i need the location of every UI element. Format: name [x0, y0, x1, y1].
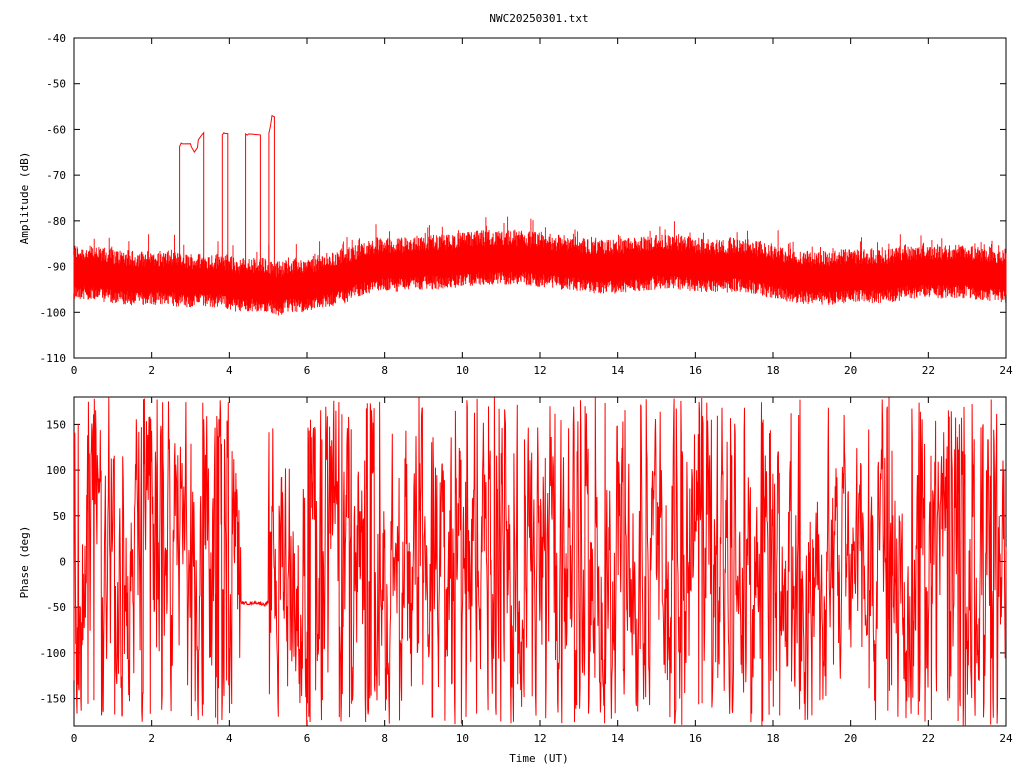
amplitude-y-tick-label: -90 — [46, 261, 66, 274]
phase-x-tick-label: 22 — [922, 732, 935, 745]
amplitude-x-tick-label: 10 — [456, 364, 469, 377]
amplitude-y-tick-label: -110 — [40, 352, 67, 365]
amplitude-panel: 0 2 4 6 8 10 12 14 16 18 20 22 24-40-50-60-70-80-90-… — [18, 32, 1013, 377]
phase-trace — [73, 397, 1007, 726]
phase-y-tick-label: -100 — [40, 647, 67, 660]
amplitude-x-tick-label: 6 — [304, 364, 311, 377]
amplitude-x-tick-label: 0 — [71, 364, 78, 377]
amplitude-noise-band — [73, 216, 1007, 316]
amplitude-plateau-2 — [221, 131, 229, 283]
amplitude-y-tick-label: -50 — [46, 78, 66, 91]
phase-x-tick-label: 6 — [304, 732, 311, 745]
phase-y-axis-label: Phase (deg) — [18, 526, 31, 599]
amplitude-x-tick-label: 14 — [611, 364, 625, 377]
amplitude-tick-labels: 0 2 4 6 8 10 12 14 16 18 20 22 24-40-50-60-70-80-90-… — [40, 32, 1013, 377]
phase-panel: 0 2 4 6 8 10 12 14 16 18 20 22 24150100500-50-100-15… — [18, 396, 1013, 765]
amplitude-y-tick-label: -40 — [46, 32, 66, 45]
phase-y-tick-label: 0 — [59, 556, 66, 569]
phase-line — [73, 397, 1007, 726]
amplitude-plateau-1 — [179, 131, 205, 281]
amplitude-x-tick-label: 22 — [922, 364, 935, 377]
phase-y-tick-label: -150 — [40, 693, 67, 706]
phase-x-tick-label: 4 — [226, 732, 233, 745]
amplitude-y-axis-label: Amplitude (dB) — [18, 152, 31, 245]
chart-title: NWC20250301.txt — [489, 12, 588, 25]
phase-x-tick-label: 12 — [533, 732, 546, 745]
phase-x-tick-label: 2 — [148, 732, 155, 745]
amplitude-x-tick-label: 8 — [381, 364, 388, 377]
phase-tick-labels: 0 2 4 6 8 10 12 14 16 18 20 22 24150100500-50-100-15… — [40, 418, 1013, 745]
amplitude-y-tick-label: -60 — [46, 123, 66, 136]
phase-x-tick-label: 8 — [381, 732, 388, 745]
amplitude-plateau-4 — [268, 114, 275, 288]
amplitude-y-tick-label: -70 — [46, 169, 66, 182]
phase-y-tick-label: 150 — [46, 418, 66, 431]
amplitude-axis-ticks — [73, 37, 1007, 359]
phase-y-tick-label: 100 — [46, 464, 66, 477]
amplitude-x-tick-label: 20 — [844, 364, 857, 377]
phase-y-tick-label: 50 — [53, 510, 66, 523]
phase-x-tick-label: 0 — [71, 732, 78, 745]
phase-x-tick-label: 20 — [844, 732, 857, 745]
amplitude-x-tick-label: 4 — [226, 364, 233, 377]
amplitude-x-tick-label: 12 — [533, 364, 546, 377]
amplitude-x-tick-label: 2 — [148, 364, 155, 377]
phase-x-tick-label: 18 — [766, 732, 779, 745]
phase-x-tick-label: 24 — [999, 732, 1013, 745]
amplitude-trace — [73, 114, 1007, 316]
amplitude-y-tick-label: -80 — [46, 215, 66, 228]
amplitude-y-tick-label: -100 — [40, 306, 67, 319]
amplitude-x-tick-label: 24 — [999, 364, 1013, 377]
phase-x-tick-label: 16 — [689, 732, 702, 745]
amplitude-plateau-3 — [245, 132, 261, 285]
amplitude-x-tick-label: 18 — [766, 364, 779, 377]
phase-y-tick-label: -50 — [46, 601, 66, 614]
x-axis-label: Time (UT) — [509, 752, 569, 765]
phase-x-tick-label: 10 — [456, 732, 469, 745]
amplitude-x-tick-label: 16 — [689, 364, 702, 377]
phase-x-tick-label: 14 — [611, 732, 625, 745]
